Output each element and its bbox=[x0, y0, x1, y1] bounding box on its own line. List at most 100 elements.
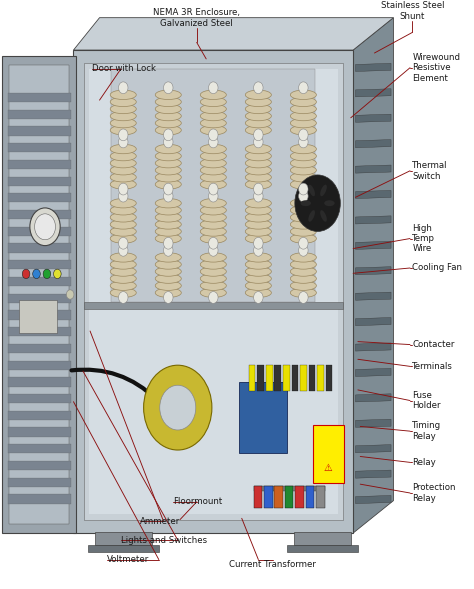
Ellipse shape bbox=[155, 90, 181, 100]
Bar bbox=[306, 486, 314, 508]
Polygon shape bbox=[356, 419, 391, 428]
Bar bbox=[8, 310, 71, 320]
Ellipse shape bbox=[110, 104, 137, 114]
Bar bbox=[309, 365, 315, 391]
Ellipse shape bbox=[200, 253, 227, 262]
Ellipse shape bbox=[110, 267, 137, 276]
Ellipse shape bbox=[200, 274, 227, 283]
Circle shape bbox=[254, 237, 263, 249]
Polygon shape bbox=[356, 241, 391, 249]
Ellipse shape bbox=[290, 90, 317, 100]
Ellipse shape bbox=[290, 118, 317, 128]
Ellipse shape bbox=[155, 198, 181, 208]
Bar bbox=[84, 63, 343, 520]
Ellipse shape bbox=[200, 111, 227, 121]
Text: Protection
Relay: Protection Relay bbox=[412, 484, 456, 502]
Circle shape bbox=[160, 385, 196, 430]
Ellipse shape bbox=[246, 166, 272, 175]
Bar bbox=[287, 545, 358, 552]
Ellipse shape bbox=[155, 166, 181, 175]
Bar bbox=[300, 365, 307, 391]
Ellipse shape bbox=[155, 111, 181, 121]
Ellipse shape bbox=[200, 267, 227, 276]
Bar bbox=[8, 243, 71, 253]
Circle shape bbox=[209, 136, 218, 148]
Text: Lights and Switches: Lights and Switches bbox=[121, 535, 207, 545]
Bar bbox=[8, 110, 71, 119]
Ellipse shape bbox=[246, 234, 272, 243]
Ellipse shape bbox=[200, 144, 227, 154]
Circle shape bbox=[209, 129, 218, 141]
Circle shape bbox=[164, 292, 173, 303]
Ellipse shape bbox=[155, 288, 181, 297]
Ellipse shape bbox=[110, 111, 137, 121]
Bar bbox=[84, 302, 343, 309]
Polygon shape bbox=[356, 89, 391, 97]
Bar bbox=[8, 277, 71, 286]
Ellipse shape bbox=[246, 267, 272, 276]
Ellipse shape bbox=[200, 213, 227, 222]
Ellipse shape bbox=[155, 151, 181, 161]
Polygon shape bbox=[73, 18, 393, 50]
Ellipse shape bbox=[246, 260, 272, 269]
Circle shape bbox=[118, 237, 128, 249]
Ellipse shape bbox=[246, 158, 272, 168]
Ellipse shape bbox=[200, 97, 227, 107]
Ellipse shape bbox=[246, 118, 272, 128]
Ellipse shape bbox=[246, 90, 272, 100]
Bar bbox=[89, 69, 338, 514]
Ellipse shape bbox=[155, 274, 181, 283]
Circle shape bbox=[43, 269, 51, 279]
Ellipse shape bbox=[155, 253, 181, 262]
Polygon shape bbox=[356, 190, 391, 198]
Circle shape bbox=[118, 292, 128, 303]
Circle shape bbox=[164, 183, 173, 195]
Bar bbox=[8, 327, 71, 336]
Polygon shape bbox=[356, 267, 391, 275]
Ellipse shape bbox=[110, 274, 137, 283]
Ellipse shape bbox=[290, 274, 317, 283]
Text: ⚠: ⚠ bbox=[324, 463, 332, 473]
Circle shape bbox=[164, 82, 173, 94]
Ellipse shape bbox=[155, 281, 181, 290]
Circle shape bbox=[144, 365, 212, 450]
Ellipse shape bbox=[110, 151, 137, 161]
Bar bbox=[254, 486, 262, 508]
Circle shape bbox=[295, 175, 340, 231]
Ellipse shape bbox=[246, 104, 272, 114]
Bar bbox=[95, 532, 152, 545]
Ellipse shape bbox=[200, 288, 227, 297]
Ellipse shape bbox=[110, 180, 137, 189]
Ellipse shape bbox=[155, 220, 181, 229]
Ellipse shape bbox=[290, 227, 317, 236]
Ellipse shape bbox=[155, 227, 181, 236]
Polygon shape bbox=[356, 343, 391, 351]
Circle shape bbox=[299, 244, 308, 256]
Ellipse shape bbox=[200, 227, 227, 236]
Ellipse shape bbox=[290, 166, 317, 175]
Polygon shape bbox=[353, 18, 393, 533]
Ellipse shape bbox=[246, 206, 272, 215]
Ellipse shape bbox=[155, 180, 181, 189]
Bar bbox=[9, 65, 69, 524]
Polygon shape bbox=[356, 64, 391, 71]
Ellipse shape bbox=[324, 200, 335, 206]
Bar bbox=[8, 428, 71, 436]
Text: Stainless Steel
Shunt: Stainless Steel Shunt bbox=[381, 1, 444, 21]
Circle shape bbox=[254, 292, 263, 303]
Ellipse shape bbox=[320, 210, 327, 221]
Ellipse shape bbox=[290, 281, 317, 290]
Ellipse shape bbox=[246, 198, 272, 208]
Ellipse shape bbox=[110, 281, 137, 290]
Bar bbox=[254, 486, 325, 491]
Ellipse shape bbox=[110, 253, 137, 262]
Circle shape bbox=[164, 244, 173, 256]
Circle shape bbox=[209, 237, 218, 249]
Ellipse shape bbox=[246, 111, 272, 121]
Polygon shape bbox=[2, 56, 76, 533]
Bar bbox=[8, 411, 71, 420]
Ellipse shape bbox=[290, 253, 317, 262]
FancyArrowPatch shape bbox=[72, 370, 157, 400]
Circle shape bbox=[299, 292, 308, 303]
Ellipse shape bbox=[308, 210, 315, 221]
